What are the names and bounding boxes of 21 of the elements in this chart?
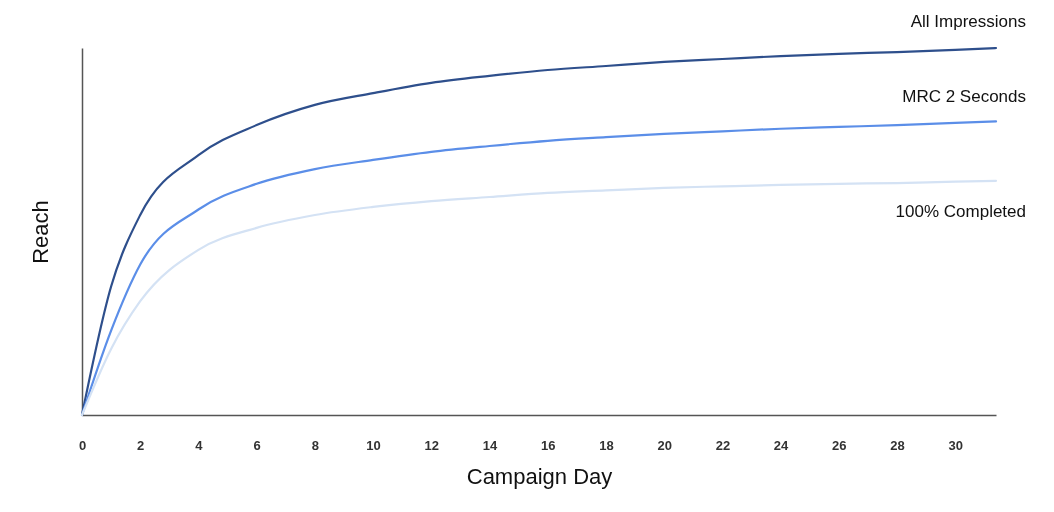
x-tick-label: 10 [366,437,381,453]
x-tick-label: 4 [195,437,204,453]
x-tick-label: 0 [78,437,87,453]
x-tick-label: 22 [715,437,731,453]
x-tick-label: 20 [657,437,672,453]
series-label: All Impressions [910,12,1026,31]
x-tick-label: 24 [773,437,790,453]
x-tick-label: 12 [424,437,440,453]
x-tick-label: 26 [832,437,847,453]
series-label: 100% Completed [895,201,1026,221]
x-tick-label: 30 [948,437,963,453]
x-tick-label: 18 [599,437,614,453]
x-tick-label: 2 [137,437,145,453]
x-tick-label: 28 [890,437,905,453]
y-axis-title: Reach [27,200,53,264]
x-axis-title: Campaign Day [466,463,613,489]
x-tick-label: 8 [311,437,319,453]
x-tick-label: 6 [253,437,261,453]
series-label: MRC 2 Seconds [902,87,1026,107]
x-tick-label: 14 [482,437,499,453]
x-tick-label: 16 [541,437,556,453]
